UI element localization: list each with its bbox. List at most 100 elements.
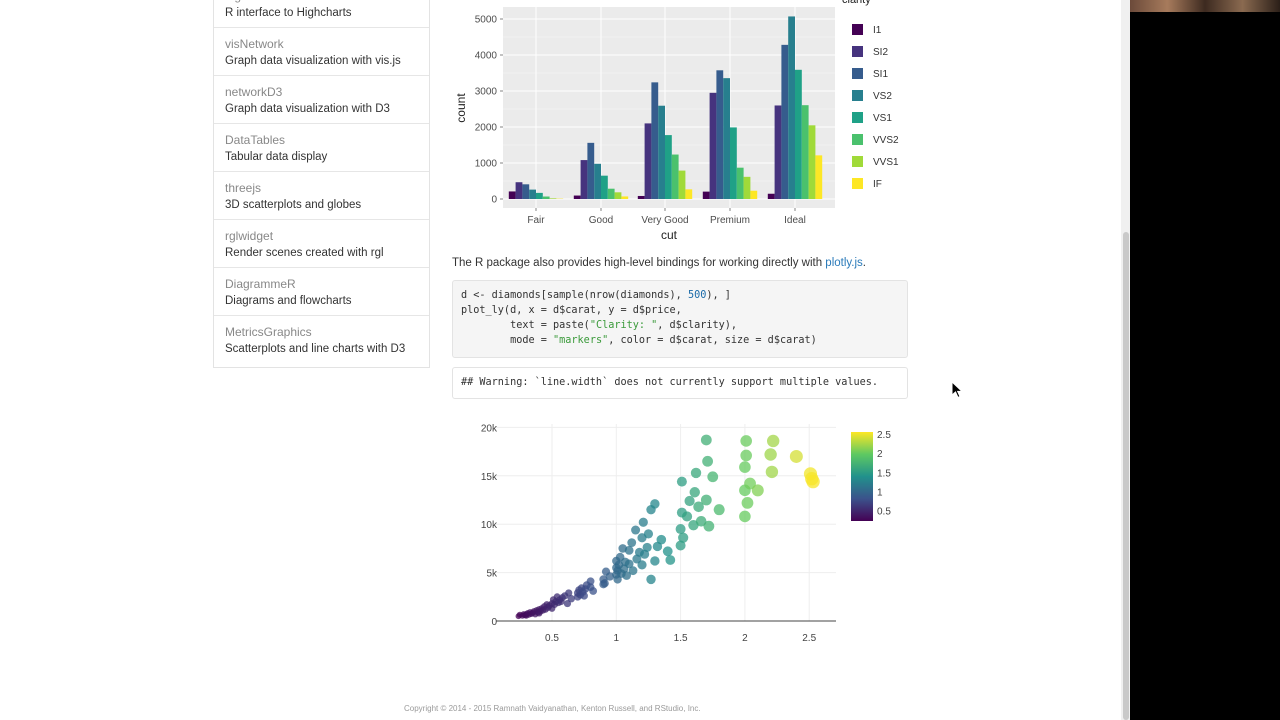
carat-price-scatter[interactable]: 0 5k 10k 15k 20k 0.5 1 1.5 2 2.5 0.5 1 1.5 2 2.5: [440, 410, 920, 650]
scatter-point: [764, 448, 777, 461]
scatter-point: [689, 487, 700, 498]
scatter-y-tick-label: 0: [491, 617, 497, 628]
webcam-overlay: [1130, 0, 1280, 12]
bar-vvs1-very-good: [678, 170, 686, 199]
sidebar-item-metricsgraphics[interactable]: MetricsGraphics Scatterplots and line ch…: [214, 316, 429, 363]
sidebar-item-desc: Graph data visualization with vis.js: [225, 55, 401, 67]
scatter-point: [628, 566, 638, 576]
paragraph-text: The R package also provides high-level b…: [452, 257, 826, 269]
scatter-point: [643, 529, 654, 539]
scatter-point: [567, 595, 575, 603]
scatter-point: [622, 571, 631, 580]
code-line-2: plot_ly(d, x = d$carat, y = d$price,: [461, 305, 682, 316]
legend-label-vvs2: VVS2: [873, 135, 899, 146]
scatter-point: [806, 474, 820, 489]
bar-vvs2-very-good: [671, 154, 679, 199]
sidebar-item-desc: Diagrams and flowcharts: [225, 295, 352, 307]
bar-si1-ideal: [781, 44, 789, 200]
bar-y-axis-title: count: [454, 93, 468, 123]
bar-vs1-very-good: [665, 135, 672, 199]
sidebar-item-desc: Render scenes created with rgl: [225, 247, 384, 259]
code-block: d <- diamonds[sample(nrow(diamonds), 500…: [452, 280, 908, 358]
bar-x-tick-label: Fair: [527, 215, 545, 226]
sidebar-item-threejs[interactable]: threejs 3D scatterplots and globes: [214, 172, 429, 220]
mouse-cursor-icon: [952, 382, 964, 399]
code-line-1: d <- diamonds[sample(nrow(diamonds), 500…: [461, 290, 731, 301]
bar-vvs2-ideal: [801, 105, 809, 199]
legend-swatch-vs2: [852, 90, 863, 101]
bar-vvs2-good: [607, 188, 615, 199]
scatter-point: [589, 587, 598, 595]
sidebar-item-name: visNetwork: [225, 37, 284, 51]
scatter-x-tick-label: 1: [614, 633, 620, 644]
scatter-point: [765, 465, 779, 479]
scatter-point: [702, 455, 714, 467]
bar-if-premium: [750, 190, 758, 199]
bar-x-tick-label: Good: [589, 215, 613, 226]
scatter-point: [650, 499, 660, 509]
sidebar-item-datatables[interactable]: DataTables Tabular data display: [214, 124, 429, 172]
bar-si1-premium: [716, 70, 724, 199]
plotly-js-link[interactable]: plotly.js: [825, 257, 863, 269]
bar-i1-premium: [702, 191, 710, 199]
scatter-point: [646, 574, 656, 585]
bar-vs2-very-good: [658, 105, 665, 199]
sidebar-item-desc: R interface to Highcharts: [225, 7, 352, 19]
legend-swatch-si2: [852, 46, 863, 57]
sidebar-item-visnetwork[interactable]: visNetwork Graph data visualization with…: [214, 28, 429, 76]
bar-vs2-premium: [723, 78, 730, 199]
scatter-point: [631, 525, 641, 535]
bar-vs1-premium: [730, 127, 737, 199]
scatter-point: [713, 504, 725, 516]
scatter-point: [605, 572, 615, 581]
bar-legend-title: clarity: [842, 0, 871, 6]
bar-i1-fair: [508, 191, 516, 199]
paragraph-end: .: [862, 257, 866, 269]
bar-if-good: [621, 196, 629, 199]
bar-vvs2-premium: [736, 167, 744, 199]
scatter-point: [600, 579, 609, 588]
bar-x-tick-label: Very Good: [641, 215, 688, 226]
sidebar-item-diagrammer[interactable]: DiagrammeR Diagrams and flowcharts: [214, 268, 429, 316]
plotly-paragraph: The R package also provides high-level b…: [452, 257, 866, 269]
legend-label-if: IF: [873, 179, 882, 190]
sidebar-item-name: DataTables: [225, 133, 286, 147]
scatter-point: [676, 476, 687, 487]
sidebar-item-highcharter[interactable]: highcharter R interface to Highcharts: [214, 0, 429, 28]
legend-swatch-si1: [852, 68, 863, 79]
code-line-3: text = paste("Clarity: ", d$clarity),: [461, 320, 738, 331]
legend-swatch-vs1: [852, 112, 863, 123]
scatter-point: [675, 524, 686, 535]
colorbar-tick-label: 1.5: [877, 468, 891, 479]
bar-si2-fair: [515, 182, 523, 199]
sidebar-item-desc: 3D scatterplots and globes: [225, 199, 362, 211]
scatter-x-tick-label: 0.5: [545, 633, 559, 644]
legend-label-si1: SI1: [873, 69, 888, 80]
scrollbar-thumb[interactable]: [1123, 232, 1129, 720]
bar-si1-very-good: [651, 82, 659, 199]
scatter-x-tick-label: 2.5: [802, 633, 816, 644]
bar-i1-very-good: [637, 195, 645, 199]
scatter-point: [678, 532, 689, 543]
scatter-point: [675, 540, 686, 551]
bar-vvs1-fair: [549, 198, 557, 199]
bar-x-axis-title: cut: [661, 228, 678, 242]
bar-vvs1-ideal: [808, 125, 816, 199]
code-line-4: mode = "markers", color = d$carat, size …: [461, 335, 817, 346]
scatter-point: [681, 511, 693, 522]
sidebar-item-rglwidget[interactable]: rglwidget Render scenes created with rgl: [214, 220, 429, 268]
scatter-y-tick-label: 5k: [486, 569, 498, 580]
scatter-y-tick-label: 10k: [481, 520, 498, 531]
scatter-point: [693, 501, 704, 513]
scatter-point: [650, 556, 660, 566]
legend-label-vvs1: VVS1: [873, 157, 899, 168]
bar-vvs2-fair: [542, 196, 550, 199]
bar-i1-good: [573, 195, 581, 199]
warning-output: ## Warning: `line.width` does not curren…: [452, 367, 908, 399]
scatter-point: [741, 497, 754, 509]
sidebar-item-name: networkD3: [225, 85, 283, 99]
colorbar-tick-label: 0.5: [877, 507, 891, 518]
sidebar-item-desc: Graph data visualization with D3: [225, 103, 390, 115]
bar-si2-good: [580, 160, 588, 199]
sidebar-item-networkd3[interactable]: networkD3 Graph data visualization with …: [214, 76, 429, 124]
